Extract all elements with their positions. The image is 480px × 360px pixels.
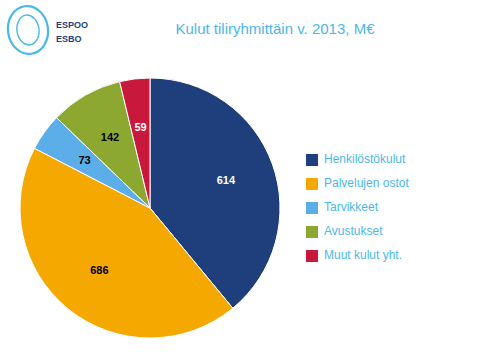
- legend-swatch: [306, 202, 318, 214]
- legend-swatch: [306, 178, 318, 190]
- legend-label: Avustukset: [324, 224, 383, 238]
- legend-item: Tarvikkeet: [306, 200, 379, 214]
- legend-swatch: [306, 226, 318, 238]
- logo-ellipse: [5, 3, 51, 56]
- legend-swatch: [306, 154, 318, 166]
- legend-label: Henkilöstökulut: [324, 152, 406, 166]
- legend-item: Avustukset: [306, 224, 383, 238]
- data-label: 59: [134, 121, 146, 133]
- legend-label: Tarvikkeet: [324, 200, 379, 214]
- annotations: ESPOO ESBO: [56, 20, 88, 44]
- data-label: 142: [101, 131, 119, 143]
- legend-label: Muut kulut yht.: [324, 248, 402, 262]
- annotation: ESBO: [56, 34, 82, 44]
- logo: [5, 3, 51, 56]
- legend-item: Henkilöstökulut: [306, 152, 406, 166]
- annotation: ESPOO: [56, 20, 88, 30]
- legend-item: Palvelujen ostot: [306, 176, 409, 190]
- legend-swatch: [306, 250, 318, 262]
- pie: [20, 78, 280, 338]
- data-label: 73: [78, 154, 90, 166]
- legend: Henkilöstökulut Palvelujen ostot Tarvikkee…: [306, 152, 409, 262]
- data-label: 686: [90, 264, 108, 276]
- chart: ESPOO ESBO Kulut tiliryhmittäin v. 2013, M…: [0, 0, 480, 360]
- legend-item: Muut kulut yht.: [306, 248, 402, 262]
- logo-ellipse: [15, 14, 41, 47]
- slice: [120, 78, 150, 208]
- data-labels: 614 686 73 142 59: [78, 121, 235, 276]
- data-label: 614: [217, 174, 236, 186]
- legend-label: Palvelujen ostot: [324, 176, 409, 190]
- title: Kulut tiliryhmittäin v. 2013, M€: [176, 20, 376, 37]
